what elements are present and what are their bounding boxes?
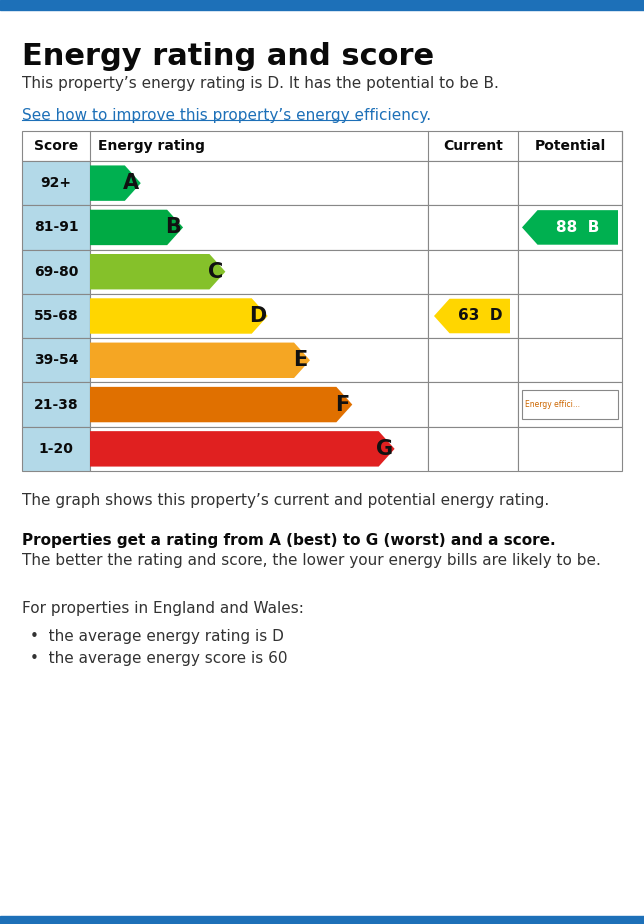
- Bar: [518, 161, 622, 205]
- Text: 92+: 92+: [41, 176, 71, 190]
- Bar: [428, 427, 518, 471]
- Bar: [90, 294, 428, 338]
- Bar: [22, 249, 90, 294]
- Bar: [22, 338, 90, 383]
- Polygon shape: [434, 298, 510, 334]
- Text: G: G: [377, 439, 393, 459]
- Text: The graph shows this property’s current and potential energy rating.: The graph shows this property’s current …: [22, 493, 549, 508]
- Text: A: A: [123, 173, 139, 193]
- Text: 39-54: 39-54: [33, 353, 79, 367]
- Text: 63  D: 63 D: [457, 309, 502, 323]
- Bar: [518, 294, 622, 338]
- Text: This property’s energy rating is D. It has the potential to be B.: This property’s energy rating is D. It h…: [22, 76, 499, 91]
- Text: 69-80: 69-80: [34, 264, 78, 279]
- Bar: [90, 249, 428, 294]
- Bar: [90, 205, 428, 249]
- Polygon shape: [522, 210, 618, 245]
- Text: Properties get a rating from A (best) to G (worst) and a score.: Properties get a rating from A (best) to…: [22, 533, 556, 548]
- Bar: [428, 205, 518, 249]
- Bar: [90, 427, 428, 471]
- Text: Potential: Potential: [535, 139, 605, 153]
- Polygon shape: [90, 432, 395, 467]
- Bar: [518, 249, 622, 294]
- Text: Current: Current: [443, 139, 503, 153]
- Polygon shape: [90, 298, 268, 334]
- Bar: [90, 383, 428, 427]
- Bar: [90, 161, 428, 205]
- Bar: [0, 916, 644, 924]
- Bar: [518, 338, 622, 383]
- Bar: [518, 205, 622, 249]
- Polygon shape: [90, 210, 183, 245]
- Bar: [428, 383, 518, 427]
- Bar: [518, 383, 622, 427]
- Text: 88  B: 88 B: [556, 220, 600, 235]
- Bar: [22, 205, 90, 249]
- Bar: [22, 383, 90, 427]
- Bar: [518, 427, 622, 471]
- Polygon shape: [90, 165, 141, 201]
- Bar: [428, 338, 518, 383]
- Text: C: C: [208, 261, 223, 282]
- Text: For properties in England and Wales:: For properties in England and Wales:: [22, 601, 304, 616]
- Bar: [428, 294, 518, 338]
- Text: Energy effici...: Energy effici...: [525, 400, 580, 409]
- Polygon shape: [90, 387, 352, 422]
- Bar: [22, 294, 90, 338]
- Polygon shape: [90, 343, 310, 378]
- Text: •  the average energy score is 60: • the average energy score is 60: [30, 651, 287, 666]
- Text: 81-91: 81-91: [33, 221, 79, 235]
- Text: D: D: [249, 306, 267, 326]
- Text: 21-38: 21-38: [33, 397, 79, 411]
- Text: The better the rating and score, the lower your energy bills are likely to be.: The better the rating and score, the low…: [22, 553, 601, 568]
- Bar: [90, 338, 428, 383]
- Text: 1-20: 1-20: [39, 442, 73, 456]
- Text: 55-68: 55-68: [33, 309, 79, 323]
- Bar: [428, 161, 518, 205]
- Text: Energy rating: Energy rating: [98, 139, 205, 153]
- Bar: [428, 249, 518, 294]
- Text: •  the average energy rating is D: • the average energy rating is D: [30, 629, 284, 644]
- Text: B: B: [166, 217, 182, 237]
- Polygon shape: [90, 254, 225, 289]
- Text: F: F: [336, 395, 350, 415]
- Bar: [22, 131, 622, 161]
- FancyBboxPatch shape: [522, 390, 618, 419]
- Bar: [0, 0, 644, 10]
- Bar: [22, 427, 90, 471]
- Bar: [22, 161, 90, 205]
- Text: See how to improve this property’s energy efficiency.: See how to improve this property’s energ…: [22, 108, 431, 123]
- Text: Energy rating and score: Energy rating and score: [22, 42, 434, 71]
- Text: E: E: [293, 350, 308, 371]
- Text: Score: Score: [34, 139, 78, 153]
